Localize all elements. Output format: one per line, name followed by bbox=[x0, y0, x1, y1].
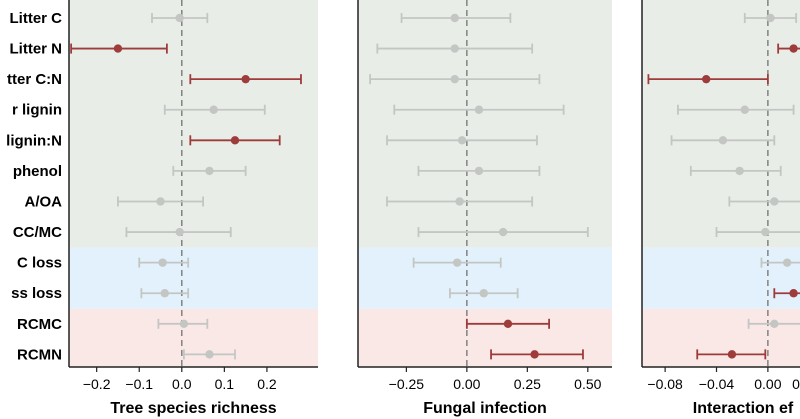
estimate-point bbox=[205, 166, 214, 176]
estimate-point bbox=[782, 258, 792, 267]
x-axis-title: Tree species richness bbox=[110, 400, 276, 417]
x-tick-label: −0.2 bbox=[83, 376, 111, 392]
row-label: C loss bbox=[17, 255, 62, 272]
x-axis-title: Interaction ef bbox=[693, 400, 794, 417]
estimate-point bbox=[727, 350, 737, 359]
row-label: tter C:N bbox=[7, 71, 62, 88]
band-green bbox=[642, 0, 800, 248]
x-tick-label: −0.08 bbox=[647, 376, 683, 392]
estimate-point bbox=[230, 136, 240, 145]
estimate-point bbox=[789, 44, 798, 53]
estimate-point bbox=[209, 105, 218, 114]
estimate-point bbox=[503, 319, 513, 328]
row-label: RCMC bbox=[17, 316, 62, 333]
band-red bbox=[642, 308, 800, 367]
estimate-point bbox=[158, 258, 167, 267]
estimate-point bbox=[450, 13, 459, 23]
row-label: ss loss bbox=[11, 285, 62, 302]
band-green bbox=[69, 0, 318, 248]
band-red bbox=[358, 308, 612, 367]
estimate-point bbox=[530, 350, 539, 359]
estimate-point bbox=[474, 105, 484, 114]
band-green bbox=[358, 0, 612, 248]
row-label: phenol bbox=[13, 163, 62, 180]
estimate-point bbox=[205, 350, 214, 359]
x-tick-label: 0 bbox=[792, 376, 800, 392]
estimate-point bbox=[160, 289, 169, 298]
estimate-point bbox=[761, 227, 770, 237]
panel-1: −0.2 −0.1 0.0 0.1 0.2 Tree species richness bbox=[68, 0, 318, 417]
estimate-point bbox=[498, 227, 508, 237]
row-label: Litter C bbox=[10, 10, 63, 27]
band-blue bbox=[642, 247, 800, 309]
estimate-point bbox=[452, 258, 462, 267]
row-label: RCMN bbox=[17, 346, 62, 363]
band-blue bbox=[358, 247, 612, 309]
estimate-point bbox=[479, 289, 488, 298]
x-tick-label: 0.00 bbox=[754, 376, 781, 392]
estimate-point bbox=[718, 136, 728, 145]
x-tick-label: 0.0 bbox=[172, 376, 192, 392]
estimate-point bbox=[156, 197, 165, 206]
row-label: r lignin bbox=[12, 102, 62, 119]
x-tick-label: 0.1 bbox=[215, 376, 235, 392]
estimate-point bbox=[789, 289, 798, 298]
estimate-point bbox=[241, 74, 250, 84]
x-axis-title: Fungal infection bbox=[423, 400, 547, 417]
estimate-point bbox=[702, 74, 711, 84]
estimate-point bbox=[735, 166, 744, 176]
row-label: CC/MC bbox=[13, 224, 62, 241]
estimate-point bbox=[740, 105, 749, 114]
panel-3: −0.08 −0.04 0.00 0 Interaction ef bbox=[641, 0, 800, 417]
band-blue bbox=[69, 247, 318, 309]
estimate-point bbox=[175, 227, 184, 237]
estimate-point bbox=[770, 319, 779, 328]
row-label: Litter N bbox=[10, 41, 63, 58]
estimate-point bbox=[770, 197, 779, 206]
row-label: lignin:N bbox=[6, 132, 62, 149]
estimate-point bbox=[450, 44, 459, 53]
x-tick-label: 0.2 bbox=[257, 376, 277, 392]
estimate-point bbox=[179, 319, 189, 328]
estimate-point bbox=[474, 166, 484, 176]
x-tick-label: −0.04 bbox=[699, 376, 735, 392]
band-red bbox=[69, 308, 318, 367]
estimate-point bbox=[457, 136, 467, 145]
x-tick-label: −0.1 bbox=[125, 376, 153, 392]
x-tick-label: 0.00 bbox=[453, 376, 480, 392]
x-tick-label: −0.25 bbox=[389, 376, 425, 392]
x-tick-label: 0.50 bbox=[574, 376, 601, 392]
row-label: A/OA bbox=[25, 193, 63, 210]
estimate-point bbox=[455, 197, 464, 206]
x-tick-label: 0.25 bbox=[514, 376, 541, 392]
estimate-point bbox=[113, 44, 123, 53]
estimate-point bbox=[766, 13, 775, 23]
estimate-point bbox=[175, 13, 184, 23]
estimate-point bbox=[450, 74, 459, 84]
panel-2: −0.25 0.00 0.25 0.50 Fungal infection bbox=[357, 0, 612, 417]
